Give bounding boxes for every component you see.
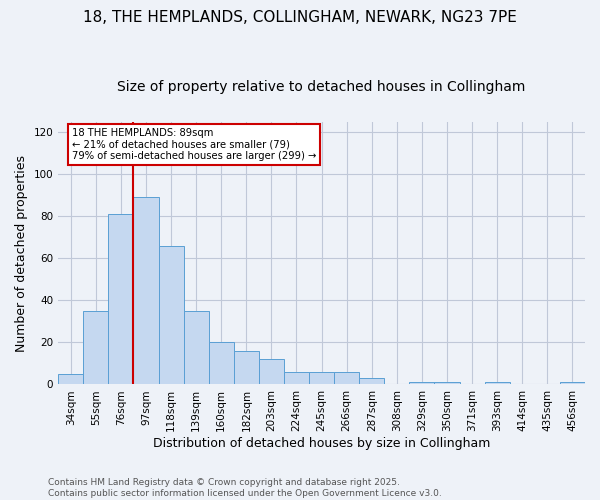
Text: Contains HM Land Registry data © Crown copyright and database right 2025.
Contai: Contains HM Land Registry data © Crown c… bbox=[48, 478, 442, 498]
Bar bbox=[309, 372, 334, 384]
Bar bbox=[259, 359, 284, 384]
Title: Size of property relative to detached houses in Collingham: Size of property relative to detached ho… bbox=[118, 80, 526, 94]
Bar bbox=[109, 214, 133, 384]
Bar bbox=[209, 342, 234, 384]
Text: 18, THE HEMPLANDS, COLLINGHAM, NEWARK, NG23 7PE: 18, THE HEMPLANDS, COLLINGHAM, NEWARK, N… bbox=[83, 10, 517, 25]
Bar bbox=[560, 382, 585, 384]
Y-axis label: Number of detached properties: Number of detached properties bbox=[15, 154, 28, 352]
Bar bbox=[409, 382, 434, 384]
Text: 18 THE HEMPLANDS: 89sqm
← 21% of detached houses are smaller (79)
79% of semi-de: 18 THE HEMPLANDS: 89sqm ← 21% of detache… bbox=[72, 128, 316, 161]
Bar bbox=[83, 311, 109, 384]
Bar bbox=[434, 382, 460, 384]
Bar bbox=[234, 351, 259, 384]
Bar bbox=[184, 311, 209, 384]
X-axis label: Distribution of detached houses by size in Collingham: Distribution of detached houses by size … bbox=[153, 437, 490, 450]
Bar bbox=[334, 372, 359, 384]
Bar bbox=[359, 378, 385, 384]
Bar bbox=[58, 374, 83, 384]
Bar bbox=[158, 246, 184, 384]
Bar bbox=[284, 372, 309, 384]
Bar bbox=[133, 198, 158, 384]
Bar bbox=[485, 382, 510, 384]
